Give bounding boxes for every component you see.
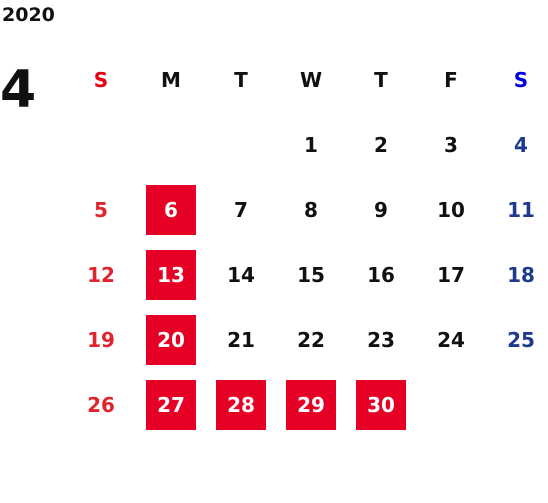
- highlighted-day: 28: [216, 380, 266, 430]
- highlighted-day: 6: [146, 185, 196, 235]
- day: 5: [94, 198, 108, 222]
- day: 24: [437, 328, 465, 352]
- month: 4: [0, 60, 37, 120]
- day: 25: [507, 328, 535, 352]
- weekday-label: W: [299, 68, 323, 92]
- highlighted-day: 29: [286, 380, 336, 430]
- day: 1: [304, 133, 318, 157]
- highlighted-day: 20: [146, 315, 196, 365]
- weekday-label: T: [374, 68, 388, 92]
- day: 12: [87, 263, 115, 287]
- day: 10: [437, 198, 465, 222]
- day: 19: [87, 328, 115, 352]
- day: 8: [304, 198, 318, 222]
- highlighted-day: 30: [356, 380, 406, 430]
- day: 9: [374, 198, 388, 222]
- day: 2: [374, 133, 388, 157]
- day: 15: [297, 263, 325, 287]
- day: 14: [227, 263, 255, 287]
- day: 22: [297, 328, 325, 352]
- day: 3: [444, 133, 458, 157]
- day: 4: [514, 133, 528, 157]
- day: 7: [234, 198, 248, 222]
- day: 23: [367, 328, 395, 352]
- day: 21: [227, 328, 255, 352]
- day: 26: [87, 393, 115, 417]
- weekday-label: F: [444, 68, 458, 92]
- day: 16: [367, 263, 395, 287]
- highlighted-day: 13: [146, 250, 196, 300]
- weekday-label: T: [234, 68, 248, 92]
- highlighted-day: 27: [146, 380, 196, 430]
- weekday-label: S: [513, 68, 529, 92]
- year: 2020: [2, 4, 55, 26]
- day: 18: [507, 263, 535, 287]
- weekday-label: S: [93, 68, 109, 92]
- day: 11: [507, 198, 535, 222]
- weekday-label: M: [161, 68, 181, 92]
- day: 17: [437, 263, 465, 287]
